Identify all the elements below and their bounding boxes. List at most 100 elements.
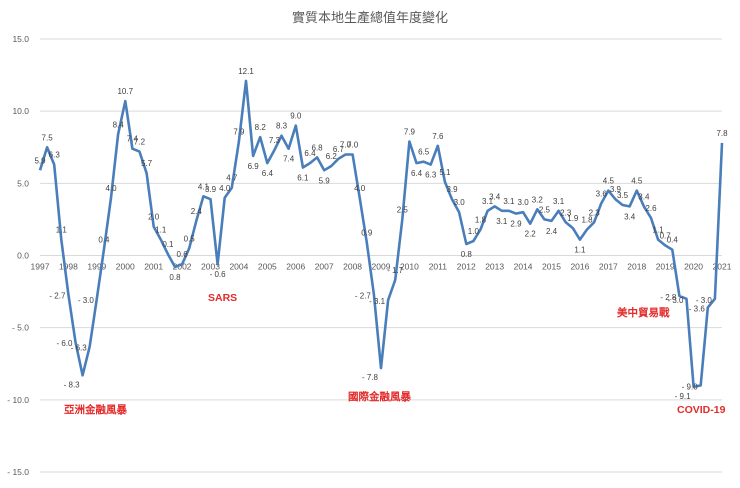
data-label: 7.9 xyxy=(404,127,416,136)
data-label: 0.4 xyxy=(667,236,679,245)
y-tick-label: - 10.0 xyxy=(7,395,29,405)
data-label: 6.1 xyxy=(297,173,309,182)
data-label: 2.3 xyxy=(560,208,572,217)
data-label: 7.5 xyxy=(42,133,54,142)
annotation-covid-19: COVID-19 xyxy=(677,404,726,416)
data-label: 0.1 xyxy=(162,240,174,249)
x-tick-label: 2002 xyxy=(173,262,192,272)
data-label: 2.0 xyxy=(148,213,160,222)
data-label: 4.1 xyxy=(198,182,210,191)
x-tick-label: 2018 xyxy=(627,262,646,272)
data-label: 4.0 xyxy=(219,184,231,193)
x-tick-label: 2017 xyxy=(599,262,618,272)
annotation-global-financial-crisis: 國際金融風暴 xyxy=(348,390,411,403)
data-label: - 2.8 xyxy=(660,293,677,302)
data-label: - 9.1 xyxy=(675,392,692,401)
data-label: 3.4 xyxy=(638,192,650,201)
data-label: - 3.0 xyxy=(78,296,95,305)
data-label: 0.8 xyxy=(169,273,181,282)
data-label: - 3.1 xyxy=(369,297,386,306)
data-label: - 6.3 xyxy=(71,343,88,352)
data-label: 2.4 xyxy=(546,227,558,236)
data-label: 1.1 xyxy=(574,246,586,255)
data-label: 3.9 xyxy=(446,185,458,194)
data-label: 1.1 xyxy=(56,226,68,235)
x-tick-label: 2009 xyxy=(372,262,391,272)
data-label: - 9.0 xyxy=(682,382,699,391)
data-label: 7.2 xyxy=(134,138,146,147)
data-label: 6.2 xyxy=(326,152,338,161)
data-label: - 8.3 xyxy=(64,380,81,389)
data-label: 6.5 xyxy=(418,148,430,157)
x-axis-tick-labels: 1997 1998 1999 2000 2001 2002 2003 2004 2005 2006… xyxy=(31,262,732,272)
data-label: 6.3 xyxy=(425,171,437,180)
series-line xyxy=(38,79,724,389)
x-tick-label: 2020 xyxy=(684,262,703,272)
data-label: 3.0 xyxy=(454,198,466,207)
data-label: 7.4 xyxy=(127,135,139,144)
data-label: 7.9 xyxy=(233,127,245,136)
data-label: 2.6 xyxy=(645,204,657,213)
data-label: 4.5 xyxy=(603,177,615,186)
data-label: 2.5 xyxy=(539,205,551,214)
data-label: 9.0 xyxy=(290,112,302,121)
y-tick-label: - 5.0 xyxy=(12,323,29,333)
data-label: - 3.0 xyxy=(667,296,684,305)
x-tick-label: 1999 xyxy=(87,262,106,272)
data-label: 8.2 xyxy=(255,123,267,132)
data-label: 7.8 xyxy=(716,129,728,138)
data-label: 3.1 xyxy=(553,197,565,206)
data-label: 2.2 xyxy=(525,230,537,239)
data-label: 6.7 xyxy=(333,145,345,154)
data-label: 6.4 xyxy=(411,169,423,178)
data-label: 1.8 xyxy=(581,216,593,225)
data-label: 6.9 xyxy=(248,162,260,171)
data-label: 2.4 xyxy=(191,207,203,216)
x-tick-label: 2005 xyxy=(258,262,277,272)
x-tick-label: 2016 xyxy=(570,262,589,272)
data-label: - 3.0 xyxy=(696,296,713,305)
x-tick-label: 2019 xyxy=(656,262,675,272)
y-tick-label: - 15.0 xyxy=(7,467,29,477)
data-label: 2.5 xyxy=(397,205,409,214)
data-label: 0.9 xyxy=(361,229,373,238)
data-label: 3.0 xyxy=(518,198,530,207)
data-label: 1.1 xyxy=(653,226,665,235)
data-label: 0.6 xyxy=(177,250,189,259)
data-label: 3.4 xyxy=(489,192,501,201)
data-label: 6.4 xyxy=(262,169,274,178)
annotation-asian-financial-crisis: 亞洲金融風暴 xyxy=(64,403,127,416)
data-label: 3.5 xyxy=(617,191,629,200)
data-label: - 2.7 xyxy=(49,291,66,300)
x-tick-label: 2004 xyxy=(229,262,248,272)
data-label: 3.9 xyxy=(610,185,622,194)
data-labels: 5.9 7.5 6.3 1.1 - 2.7 - 6.0 - 8.3 - 6.3 - 3.0 0.4… xyxy=(34,67,728,401)
data-label: 3.1 xyxy=(503,197,515,206)
data-label: 1.8 xyxy=(475,216,487,225)
data-label: 8.3 xyxy=(276,122,288,131)
x-tick-label: 2010 xyxy=(400,262,419,272)
data-label: 7.6 xyxy=(432,132,444,141)
data-label: - 7.8 xyxy=(362,373,379,382)
data-label: 6.3 xyxy=(49,151,61,160)
grid-lines xyxy=(40,38,722,473)
data-label: 7.0 xyxy=(347,140,359,149)
annotation-sars: SARS xyxy=(208,292,237,304)
data-label: 5.9 xyxy=(319,176,331,185)
x-tick-label: 2007 xyxy=(315,262,334,272)
x-tick-label: 2008 xyxy=(343,262,362,272)
x-tick-label: 2012 xyxy=(457,262,476,272)
x-tick-label: 1997 xyxy=(31,262,50,272)
data-label: 3.1 xyxy=(482,197,494,206)
data-label: 8.4 xyxy=(113,120,125,129)
data-label: 3.9 xyxy=(205,185,217,194)
data-label: 2.9 xyxy=(510,220,522,229)
data-label: 1.9 xyxy=(567,214,579,223)
data-label: 10.7 xyxy=(117,87,133,96)
data-label: - 2.7 xyxy=(355,291,372,300)
data-label: 4.0 xyxy=(354,184,366,193)
y-tick-label: 15.0 xyxy=(12,34,29,44)
x-tick-label: 2014 xyxy=(514,262,533,272)
